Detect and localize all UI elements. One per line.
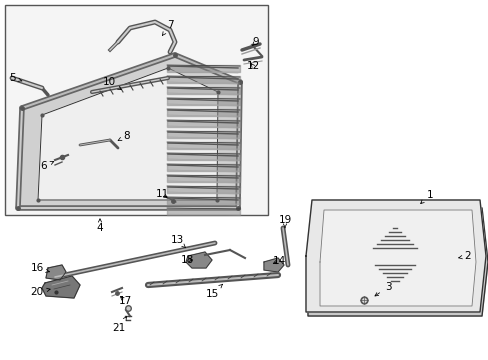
Polygon shape <box>38 68 218 200</box>
Text: 16: 16 <box>30 263 49 273</box>
Text: 2: 2 <box>458 251 470 261</box>
Text: 5: 5 <box>10 73 22 83</box>
Text: 4: 4 <box>97 219 103 233</box>
Text: 19: 19 <box>278 215 291 228</box>
Text: 15: 15 <box>205 284 222 299</box>
Polygon shape <box>18 55 240 208</box>
Text: 11: 11 <box>155 189 168 199</box>
Polygon shape <box>305 200 485 312</box>
Polygon shape <box>319 210 475 306</box>
Text: 17: 17 <box>118 296 131 306</box>
Text: 6: 6 <box>41 161 54 171</box>
Polygon shape <box>185 252 212 268</box>
Text: 3: 3 <box>374 282 390 296</box>
Polygon shape <box>307 208 487 316</box>
Text: 8: 8 <box>118 131 130 141</box>
Text: 10: 10 <box>102 77 121 90</box>
Text: 18: 18 <box>180 255 193 265</box>
Text: 21: 21 <box>112 317 126 333</box>
Text: 7: 7 <box>162 20 173 35</box>
Text: 9: 9 <box>252 37 259 47</box>
Text: 14: 14 <box>272 256 285 266</box>
Polygon shape <box>5 5 267 215</box>
Text: 20: 20 <box>30 287 50 297</box>
Polygon shape <box>46 265 66 280</box>
Text: 1: 1 <box>420 190 432 203</box>
Polygon shape <box>42 276 80 298</box>
Text: 13: 13 <box>170 235 185 248</box>
Text: 12: 12 <box>246 61 259 71</box>
Polygon shape <box>264 258 284 272</box>
